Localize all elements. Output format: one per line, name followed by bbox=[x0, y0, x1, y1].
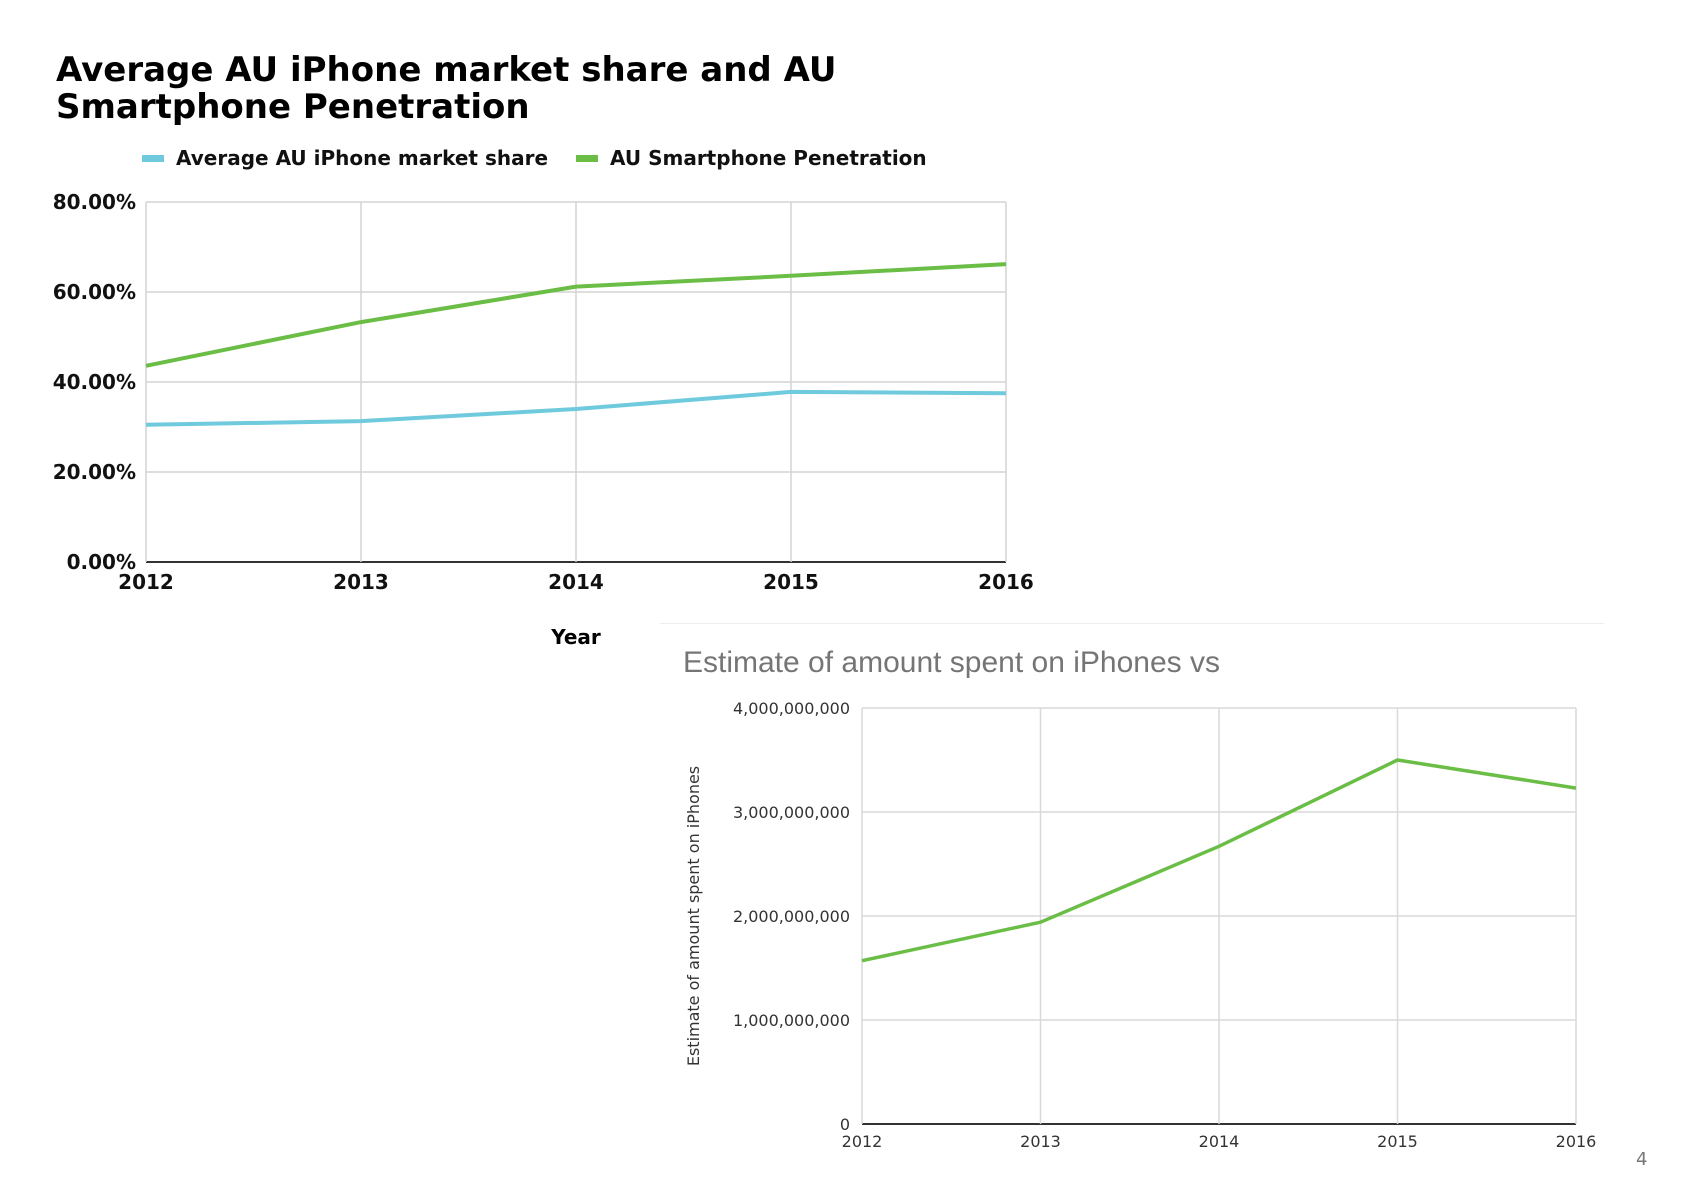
y-tick-label: 0.00% bbox=[67, 550, 136, 574]
y-tick-label: 0 bbox=[840, 1115, 850, 1134]
y-tick-label: 60.00% bbox=[53, 280, 136, 304]
x-tick-label: 2016 bbox=[978, 570, 1034, 594]
x-tick-label: 2013 bbox=[1020, 1132, 1061, 1151]
x-tick-label: 2013 bbox=[333, 570, 389, 594]
legend-label-iphone-share: Average AU iPhone market share bbox=[176, 146, 549, 170]
x-tick-label: 2015 bbox=[1377, 1132, 1418, 1151]
series-line-1 bbox=[145, 389, 1007, 427]
y-tick-label: 4,000,000,000 bbox=[733, 699, 850, 718]
x-tick-label: 2012 bbox=[118, 570, 174, 594]
series-line-2 bbox=[145, 262, 1007, 368]
legend-swatch-smartphone-penetration bbox=[576, 154, 599, 162]
legend-label-smartphone-penetration: AU Smartphone Penetration bbox=[610, 146, 927, 170]
y-tick-label: 1,000,000,000 bbox=[733, 1011, 850, 1030]
x-tick-label: 2012 bbox=[842, 1132, 883, 1151]
legend-swatch-iphone-share bbox=[142, 154, 164, 162]
x-tick-label: 2015 bbox=[763, 570, 819, 594]
y-tick-label: 3,000,000,000 bbox=[733, 803, 850, 822]
legend-item-iphone-share: Average AU iPhone market share bbox=[142, 146, 548, 170]
legend-item-smartphone-penetration: AU Smartphone Penetration bbox=[576, 146, 927, 170]
x-axis-title: Year bbox=[550, 625, 601, 649]
series-line-1 bbox=[861, 758, 1577, 963]
y-tick-label: 2,000,000,000 bbox=[733, 907, 850, 926]
chart1-title: Average AU iPhone market share and AU Sm… bbox=[56, 50, 837, 127]
page-number: 4 bbox=[1636, 1149, 1648, 1170]
chart2-panel-border bbox=[660, 623, 1604, 624]
y-tick-label: 40.00% bbox=[53, 370, 136, 394]
x-tick-label: 2016 bbox=[1556, 1132, 1597, 1151]
y-axis-title: Estimate of amount spent on iPhones bbox=[684, 766, 703, 1066]
x-tick-label: 2014 bbox=[548, 570, 604, 594]
y-tick-label: 20.00% bbox=[53, 460, 136, 484]
chart2-title: Estimate of amount spent on iPhones vs bbox=[683, 646, 1220, 679]
chart1-legend: Average AU iPhone market share AU Smartp… bbox=[142, 146, 955, 170]
y-tick-label: 80.00% bbox=[53, 190, 136, 214]
x-tick-label: 2014 bbox=[1199, 1132, 1240, 1151]
